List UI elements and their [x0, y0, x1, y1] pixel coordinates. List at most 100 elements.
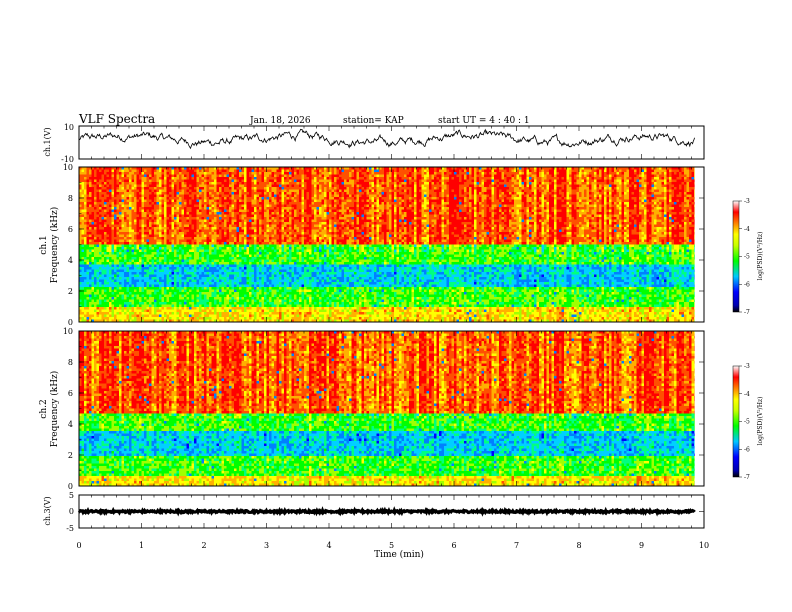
spectrogram-cell [662, 172, 665, 175]
spectrogram-cell [82, 180, 85, 183]
spectrogram-cell [207, 172, 210, 175]
spectrogram-cell [414, 175, 417, 178]
spectrogram-cell [392, 177, 395, 180]
spectrogram-cell [512, 170, 515, 173]
spectrogram-cell [319, 172, 322, 175]
spectrogram-cell [169, 172, 172, 175]
spectrogram-cell [584, 172, 587, 175]
spectrogram-cell [184, 172, 187, 175]
spectrogram-cell [627, 177, 630, 180]
spectrogram-cell [409, 177, 412, 180]
spectrogram-cell [462, 175, 465, 178]
spectrogram-cell [189, 180, 192, 183]
spectrogram-cell [552, 175, 555, 178]
spectrogram-cell [184, 177, 187, 180]
spectrogram-cell [137, 170, 140, 173]
spectrogram-cell [282, 170, 285, 173]
spectrogram-cell [537, 172, 540, 175]
spectrogram-cell [577, 175, 580, 178]
spectrogram-cell [499, 170, 502, 173]
spectrogram-cell [469, 177, 472, 180]
spectrogram-cell [552, 170, 555, 173]
spectrogram-cell [632, 175, 635, 178]
spectrogram-cell [149, 177, 152, 180]
spectrogram-cell [242, 177, 245, 180]
spectrogram-cell [504, 177, 507, 180]
spectrogram-cell [437, 177, 440, 180]
spectrogram-cell [467, 172, 470, 175]
spectrogram-cell [597, 175, 600, 178]
spectrogram-cell [489, 177, 492, 180]
spectrogram-cell [147, 172, 150, 175]
spectrogram-cell [87, 180, 90, 183]
spectrogram-cell [127, 177, 130, 180]
spectrogram-cell [402, 172, 405, 175]
spectrogram-cell [432, 177, 435, 180]
spectrogram-cell [444, 170, 447, 173]
spectrogram-cell [172, 180, 175, 183]
spectrogram-cell [659, 175, 662, 178]
spectrogram-cell [204, 175, 207, 178]
spectrogram-cell [217, 172, 220, 175]
spectrogram-cell [689, 172, 692, 175]
spectrogram-cell [537, 170, 540, 173]
spectrogram-cell [684, 177, 687, 180]
spectrogram-cell [412, 172, 415, 175]
spectrogram-cell [354, 172, 357, 175]
spectrogram-cell [332, 177, 335, 180]
spectrogram-cell [259, 177, 262, 180]
spectrogram-cell [649, 175, 652, 178]
spectrogram-cell [529, 175, 532, 178]
spectrogram-cell [302, 177, 305, 180]
spectrogram-cell [584, 177, 587, 180]
spectrogram-cell [599, 170, 602, 173]
spectrogram-cell [217, 177, 220, 180]
spectrogram-cell [494, 172, 497, 175]
spectrogram-cell [399, 177, 402, 180]
spectrogram-cell [247, 172, 250, 175]
spectrogram-cell [172, 170, 175, 173]
spectrogram-cell [407, 177, 410, 180]
spectrogram-cell [137, 180, 140, 183]
spectrogram-cell [164, 170, 167, 173]
spectrogram-cell [207, 177, 210, 180]
spectrogram-cell [119, 177, 122, 180]
spectrogram-cell [304, 177, 307, 180]
spectrogram-cell [299, 177, 302, 180]
spectrogram-cell [489, 170, 492, 173]
spectrogram-cell [492, 175, 495, 178]
spectrogram-cell [237, 170, 240, 173]
spectrogram-cell [107, 180, 110, 183]
spectrogram-cell [372, 175, 375, 178]
spectrogram-cell [237, 175, 240, 178]
spectrogram-cell [282, 172, 285, 175]
spectrogram-cell [569, 172, 572, 175]
spectrogram-cell [464, 172, 467, 175]
spectrogram-cell [272, 172, 275, 175]
spectrogram-cell [477, 175, 480, 178]
spectrogram-cell [174, 170, 177, 173]
ch1-voltage-panel: 10 -10 ch.1(V) [43, 123, 704, 164]
spectrogram-cell [689, 175, 692, 178]
spectrogram-cell [689, 170, 692, 173]
spectrogram-cell [144, 180, 147, 183]
spectrogram-cell [172, 175, 175, 178]
spectrogram-cell [314, 172, 317, 175]
spectrogram-cell [234, 172, 237, 175]
spectrogram-cell [484, 172, 487, 175]
spectrogram-cell [214, 170, 217, 173]
spectrogram-cell [209, 170, 212, 173]
spectrogram-cell [434, 172, 437, 175]
spectrogram-cell [289, 175, 292, 178]
spectrogram-cell [379, 170, 382, 173]
spectrogram-cell [464, 177, 467, 180]
spectrogram-cell [262, 175, 265, 178]
spectrogram-cell [252, 177, 255, 180]
spectrogram-cell [379, 172, 382, 175]
spectrogram-cell [287, 175, 290, 178]
spectrogram-cell [99, 180, 102, 183]
date-label: Jan. 18, 2026 [249, 116, 311, 126]
spectrogram-cell [322, 175, 325, 178]
figure-title: VLF Spectra [78, 112, 155, 126]
spectrogram-cell [514, 175, 517, 178]
